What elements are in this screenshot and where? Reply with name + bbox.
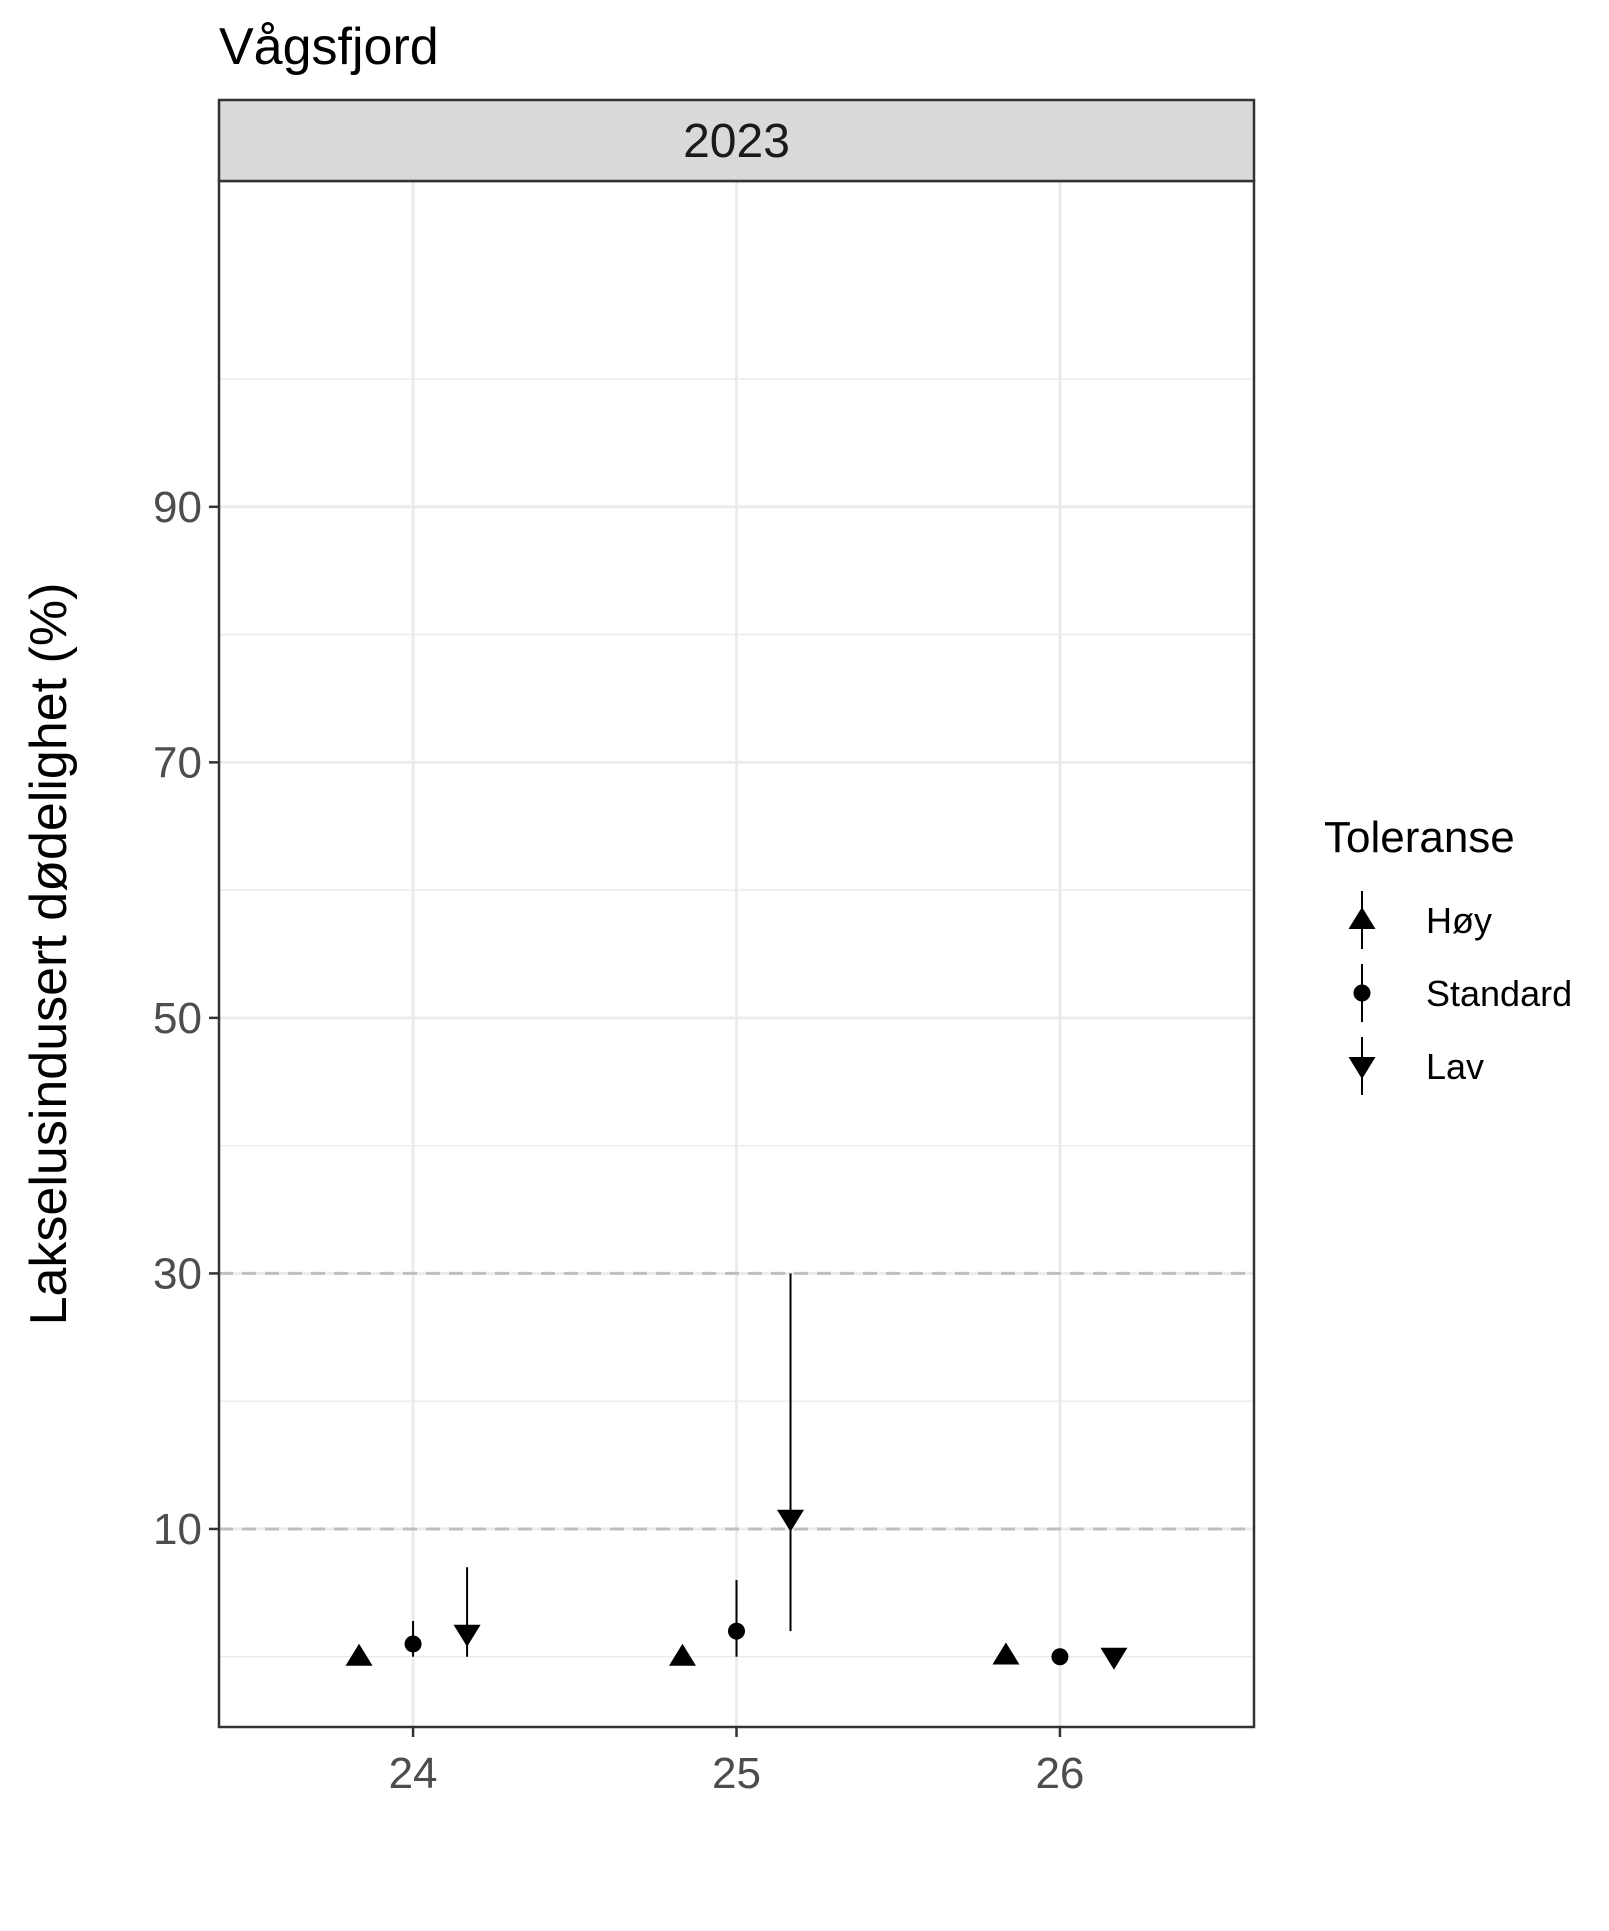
facet-strip-label: 2023 bbox=[683, 115, 790, 168]
data-point bbox=[453, 1624, 481, 1647]
data-point bbox=[777, 1509, 805, 1532]
chart-title: Vågsfjord bbox=[219, 18, 439, 76]
reference-lines bbox=[219, 1271, 1254, 1531]
legend-title: Toleranse bbox=[1324, 813, 1515, 862]
legend-key-marker bbox=[1348, 907, 1376, 929]
legend: Toleranse Høy Standard Lav bbox=[1324, 813, 1572, 1095]
data-point bbox=[1051, 1648, 1069, 1666]
legend-items: Høy Standard Lav bbox=[1348, 891, 1572, 1095]
data-point bbox=[668, 1643, 696, 1666]
data-point bbox=[1100, 1647, 1128, 1670]
facet-strip: 2023 bbox=[217, 98, 1256, 183]
x-tick-label: 25 bbox=[712, 1749, 761, 1798]
x-tick-label: 26 bbox=[1035, 1749, 1084, 1798]
x-axis: 24 25 26 bbox=[389, 1727, 1084, 1798]
data-point bbox=[992, 1642, 1020, 1665]
data-point bbox=[345, 1643, 373, 1666]
facet-strip-background bbox=[217, 98, 1256, 183]
y-tick-label: 70 bbox=[153, 738, 202, 787]
y-axis: 10 30 50 70 90 bbox=[153, 483, 219, 1554]
y-tick-label: 10 bbox=[153, 1505, 202, 1554]
y-tick-label: 90 bbox=[153, 483, 202, 532]
data-marks bbox=[345, 1273, 1128, 1670]
legend-key-marker bbox=[1353, 984, 1371, 1002]
data-point bbox=[404, 1635, 422, 1653]
data-point bbox=[728, 1622, 745, 1640]
plot-panel bbox=[217, 179, 1256, 1729]
y-axis-title: Lakselusindusert dødelighet (%) bbox=[20, 583, 78, 1326]
y-tick-label: 30 bbox=[153, 1249, 202, 1298]
legend-label: Lav bbox=[1426, 1046, 1484, 1087]
legend-key-marker bbox=[1348, 1057, 1376, 1079]
legend-label: Høy bbox=[1426, 900, 1492, 941]
y-tick-label: 50 bbox=[153, 994, 202, 1043]
x-tick-label: 24 bbox=[389, 1749, 438, 1798]
legend-label: Standard bbox=[1426, 973, 1572, 1014]
